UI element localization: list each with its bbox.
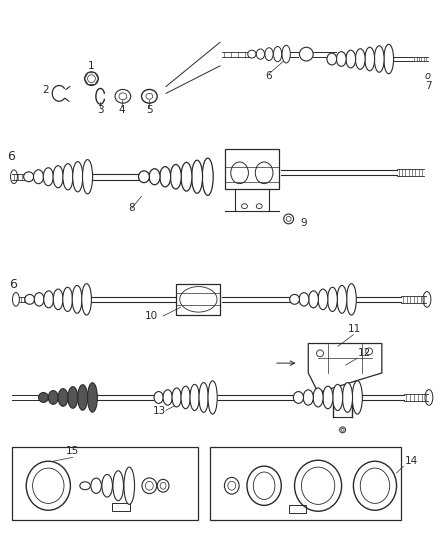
Ellipse shape — [384, 44, 394, 74]
Text: 2: 2 — [42, 85, 49, 95]
Text: 12: 12 — [357, 348, 371, 358]
Bar — [210, 447, 402, 520]
Ellipse shape — [113, 471, 124, 500]
Ellipse shape — [199, 383, 208, 413]
Bar — [12, 447, 198, 520]
Ellipse shape — [290, 294, 300, 304]
Text: 4: 4 — [119, 105, 125, 115]
Text: 1: 1 — [88, 61, 95, 71]
Ellipse shape — [327, 53, 337, 65]
Text: 13: 13 — [152, 406, 166, 416]
Ellipse shape — [190, 384, 199, 410]
Ellipse shape — [33, 170, 43, 184]
Ellipse shape — [53, 289, 63, 310]
Ellipse shape — [181, 386, 190, 409]
Bar — [225, 149, 279, 189]
Ellipse shape — [337, 286, 347, 313]
Ellipse shape — [293, 392, 304, 403]
Ellipse shape — [53, 166, 63, 188]
Ellipse shape — [48, 391, 58, 405]
Ellipse shape — [78, 385, 88, 410]
Ellipse shape — [328, 287, 337, 311]
Text: 11: 11 — [347, 324, 361, 334]
Ellipse shape — [332, 384, 343, 410]
Bar — [112, 503, 130, 511]
Ellipse shape — [72, 286, 82, 313]
Ellipse shape — [138, 171, 149, 183]
Ellipse shape — [346, 50, 356, 68]
Ellipse shape — [24, 172, 34, 182]
Ellipse shape — [303, 390, 313, 405]
Ellipse shape — [88, 383, 97, 412]
Ellipse shape — [192, 160, 202, 193]
Ellipse shape — [313, 388, 323, 407]
Ellipse shape — [91, 478, 102, 494]
Text: 9: 9 — [300, 218, 307, 228]
Ellipse shape — [170, 165, 181, 189]
Ellipse shape — [374, 46, 384, 72]
Ellipse shape — [181, 163, 192, 191]
Ellipse shape — [154, 392, 163, 403]
Text: 3: 3 — [97, 105, 104, 115]
Ellipse shape — [172, 388, 181, 407]
Text: 5: 5 — [146, 105, 153, 115]
Text: $\it{6}$: $\it{6}$ — [7, 150, 17, 163]
Bar — [289, 505, 306, 513]
Ellipse shape — [63, 164, 73, 190]
Ellipse shape — [273, 46, 282, 62]
Text: 14: 14 — [404, 456, 418, 466]
Ellipse shape — [318, 289, 328, 310]
Ellipse shape — [43, 168, 53, 185]
Ellipse shape — [336, 52, 346, 67]
Ellipse shape — [346, 284, 356, 315]
Text: 8: 8 — [128, 203, 135, 213]
Text: $\it{6}$: $\it{6}$ — [9, 278, 18, 290]
Ellipse shape — [63, 287, 72, 311]
Ellipse shape — [282, 45, 290, 63]
Ellipse shape — [202, 158, 213, 196]
Ellipse shape — [160, 167, 171, 187]
Ellipse shape — [248, 50, 256, 58]
Ellipse shape — [309, 291, 318, 308]
Text: 7: 7 — [424, 80, 431, 91]
Text: 6: 6 — [266, 71, 272, 80]
Ellipse shape — [163, 390, 172, 405]
Ellipse shape — [256, 49, 265, 59]
Ellipse shape — [34, 293, 44, 306]
Ellipse shape — [44, 291, 53, 308]
Ellipse shape — [39, 393, 48, 402]
Ellipse shape — [208, 381, 217, 414]
Ellipse shape — [352, 381, 362, 414]
Ellipse shape — [25, 294, 35, 304]
Ellipse shape — [80, 482, 90, 490]
Ellipse shape — [343, 383, 353, 413]
Ellipse shape — [124, 467, 134, 504]
Ellipse shape — [102, 474, 113, 497]
Text: 10: 10 — [145, 311, 158, 321]
Ellipse shape — [82, 159, 92, 194]
Ellipse shape — [68, 386, 78, 408]
Ellipse shape — [265, 48, 273, 60]
Text: 15: 15 — [66, 446, 79, 456]
Ellipse shape — [73, 161, 83, 192]
Text: $\it{o}$: $\it{o}$ — [424, 71, 432, 80]
Ellipse shape — [355, 49, 365, 69]
Ellipse shape — [58, 389, 68, 406]
Ellipse shape — [82, 284, 92, 315]
Ellipse shape — [323, 386, 333, 409]
Ellipse shape — [149, 169, 160, 185]
Bar — [176, 284, 220, 315]
Ellipse shape — [365, 47, 374, 71]
Ellipse shape — [299, 293, 309, 306]
